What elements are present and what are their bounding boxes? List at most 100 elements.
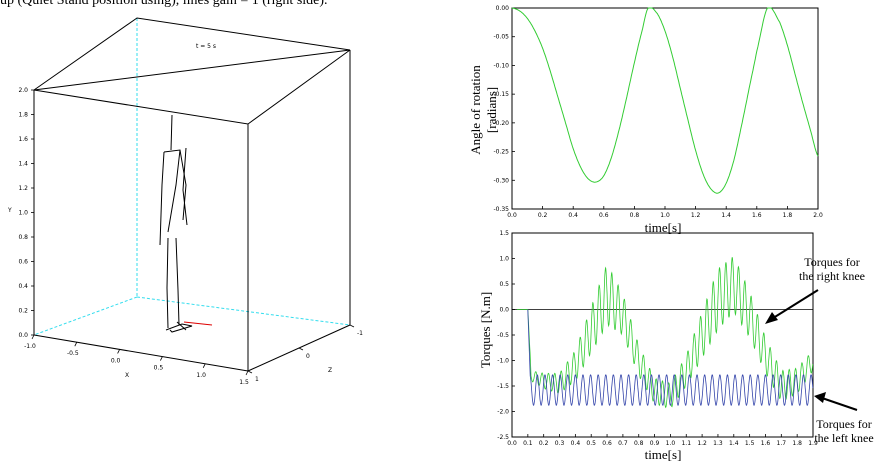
torque-right-knee-line bbox=[516, 257, 814, 409]
3d-x-tick bbox=[117, 349, 120, 354]
3d-z-axis: -1 0 1 bbox=[247, 324, 363, 383]
3d-x-tick-label: 1.0 bbox=[196, 372, 206, 379]
3d-x-tick-label: 0.0 bbox=[111, 357, 121, 364]
x-tick-label: 0.0 bbox=[507, 440, 517, 447]
arrow-right-knee bbox=[769, 289, 819, 321]
y-tick-label: -0.25 bbox=[493, 149, 509, 156]
3d-y-tick-label: 2.0 bbox=[18, 87, 28, 94]
x-tick-label: 0.6 bbox=[599, 212, 609, 219]
y-tick-label: -0.05 bbox=[493, 34, 509, 41]
y-tick-label: -0.20 bbox=[493, 120, 509, 127]
3d-x-tick bbox=[31, 334, 35, 340]
3d-x-label: X bbox=[125, 372, 129, 379]
angle-ylabel-line2: [radians] bbox=[484, 87, 499, 133]
y-tick-label: -0.35 bbox=[493, 206, 509, 213]
y-tick-label: 1.0 bbox=[499, 256, 509, 263]
x-tick-label: 1.0 bbox=[666, 440, 676, 447]
box-top-back bbox=[33, 17, 351, 91]
x-tick-label: 2.0 bbox=[813, 212, 823, 219]
3d-x-tick-label: 1.5 bbox=[239, 379, 249, 386]
x-tick-label: 1.2 bbox=[697, 440, 707, 447]
3d-y-tick-label: 0.6 bbox=[18, 259, 28, 266]
3d-x-tick-label: -1.0 bbox=[24, 343, 36, 350]
3d-x-tick bbox=[74, 342, 78, 347]
3d-x-tick bbox=[245, 370, 249, 376]
floor-edge-right bbox=[136, 296, 351, 326]
3d-y-axis: 0.0 0.2 0.4 0.6 0.8 1.0 1.2 1.4 1.6 1.8 2.0 bbox=[18, 87, 34, 339]
x-tick-label: 1.7 bbox=[777, 440, 787, 447]
3d-y-tick-label: 1.4 bbox=[18, 161, 28, 168]
arrow-left-knee bbox=[821, 397, 858, 411]
3d-y-tick-label: 0.2 bbox=[18, 308, 28, 315]
angle-xlabel: time[s] bbox=[645, 220, 682, 235]
x-tick-label: 1.1 bbox=[681, 440, 691, 447]
x-tick-label: 1.8 bbox=[783, 212, 793, 219]
3d-z-tick-label: -1 bbox=[357, 330, 363, 337]
3d-y-tick-label: 1.2 bbox=[18, 185, 28, 192]
3d-y-tick-label: 0.4 bbox=[18, 283, 28, 290]
3d-x-tick-label: -0.5 bbox=[67, 350, 79, 357]
3d-x-tick-label: 0.5 bbox=[154, 365, 164, 372]
x-tick-label: 1.8 bbox=[792, 440, 802, 447]
annotation-right-knee-line2: the right knee bbox=[799, 269, 865, 283]
3d-y-tick-label: 1.6 bbox=[18, 136, 28, 143]
3d-y-label: Y bbox=[7, 207, 12, 214]
torque-axes: 0.0 0.1 0.2 0.3 0.4 0.5 0.6 0.7 0.8 0.9 1.0 1.1 1.2 1… bbox=[497, 230, 818, 447]
floor-edge-left bbox=[33, 296, 138, 336]
annotation-left-knee-line1: Torques for bbox=[816, 417, 871, 431]
angle-ylabel-line1: Angle of rotation bbox=[468, 65, 483, 155]
torque-xlabel: time[s] bbox=[645, 447, 682, 461]
x-tick-label: 1.4 bbox=[721, 212, 731, 219]
3d-z-tick-label: 1 bbox=[255, 376, 259, 383]
3d-x-axis: -1.0 -0.5 0.0 0.5 1.0 1.5 bbox=[24, 334, 249, 386]
y-tick-label: -1.0 bbox=[497, 358, 509, 365]
3d-z-tick-label: 0 bbox=[306, 353, 310, 360]
angle-plot-frame bbox=[511, 7, 819, 210]
y-tick-label: -2.0 bbox=[497, 409, 509, 416]
x-tick-label: 1.5 bbox=[745, 440, 755, 447]
y-tick-label: -0.5 bbox=[497, 332, 509, 339]
angle-axes: 0.0 0.2 0.4 0.6 0.8 1.0 1.2 1.4 1.6 1.8 2.0 0.00 -0.… bbox=[493, 5, 822, 219]
x-tick-label: 0.4 bbox=[571, 440, 581, 447]
y-tick-label: 0.00 bbox=[496, 5, 510, 12]
3d-title: t = 5 s bbox=[196, 43, 216, 50]
x-tick-label: 1.2 bbox=[691, 212, 701, 219]
3d-z-tick bbox=[349, 324, 355, 328]
x-tick-label: 1.4 bbox=[729, 440, 739, 447]
y-tick-label: -0.15 bbox=[493, 91, 509, 98]
3d-y-tick-label: 1.0 bbox=[18, 210, 28, 217]
x-tick-label: 0.7 bbox=[618, 440, 628, 447]
3d-x-tick bbox=[160, 356, 163, 361]
x-tick-label: 0.9 bbox=[650, 440, 660, 447]
x-tick-label: 1.6 bbox=[752, 212, 762, 219]
x-tick-label: 0.1 bbox=[523, 440, 533, 447]
y-tick-label: 1.5 bbox=[499, 230, 509, 237]
annotation-right-knee-line1: Torques for bbox=[804, 255, 859, 269]
x-tick-label: 0.8 bbox=[630, 212, 640, 219]
y-tick-label: -2.5 bbox=[497, 434, 509, 441]
3d-y-tick-label: 1.8 bbox=[18, 112, 28, 119]
torque-chart: 0.0 0.1 0.2 0.3 0.4 0.5 0.6 0.7 0.8 0.9 1.0 1.1 1.2 1… bbox=[478, 230, 874, 461]
arrow-left-knee-head bbox=[814, 392, 826, 403]
figure-caption: up (Quiet Stand position using), lines g… bbox=[0, 0, 328, 8]
stick-figure bbox=[159, 114, 193, 333]
annotation-left-knee-line2: the left knee bbox=[814, 431, 873, 445]
x-tick-label: 1.0 bbox=[660, 212, 670, 219]
y-tick-label: -0.10 bbox=[493, 62, 509, 69]
3d-y-tick-label: 0.0 bbox=[18, 332, 28, 339]
x-tick-label: 0.8 bbox=[634, 440, 644, 447]
torque-ylabel: Torques [N.m] bbox=[478, 292, 493, 368]
3d-z-label: Z bbox=[328, 367, 332, 374]
box-bottom-front-left bbox=[33, 334, 249, 372]
x-tick-label: 0.6 bbox=[602, 440, 612, 447]
torque-left-knee-line bbox=[527, 309, 814, 406]
angle-chart: 0.0 0.2 0.4 0.6 0.8 1.0 1.2 1.4 1.6 1.8 2.0 0.00 -0.… bbox=[468, 5, 823, 235]
y-tick-label: -0.30 bbox=[493, 177, 509, 184]
x-tick-label: 1.9 bbox=[808, 440, 818, 447]
x-tick-label: 1.6 bbox=[761, 440, 771, 447]
x-tick-label: 0.2 bbox=[539, 440, 549, 447]
x-tick-label: 0.4 bbox=[568, 212, 578, 219]
3d-scene-plot: t = 5 s 0.0 0.2 0.4 0.6 0.8 1.0 1.2 1.4 1.6 1.8 2.… bbox=[7, 17, 363, 386]
y-tick-label: 0.0 bbox=[499, 307, 509, 314]
